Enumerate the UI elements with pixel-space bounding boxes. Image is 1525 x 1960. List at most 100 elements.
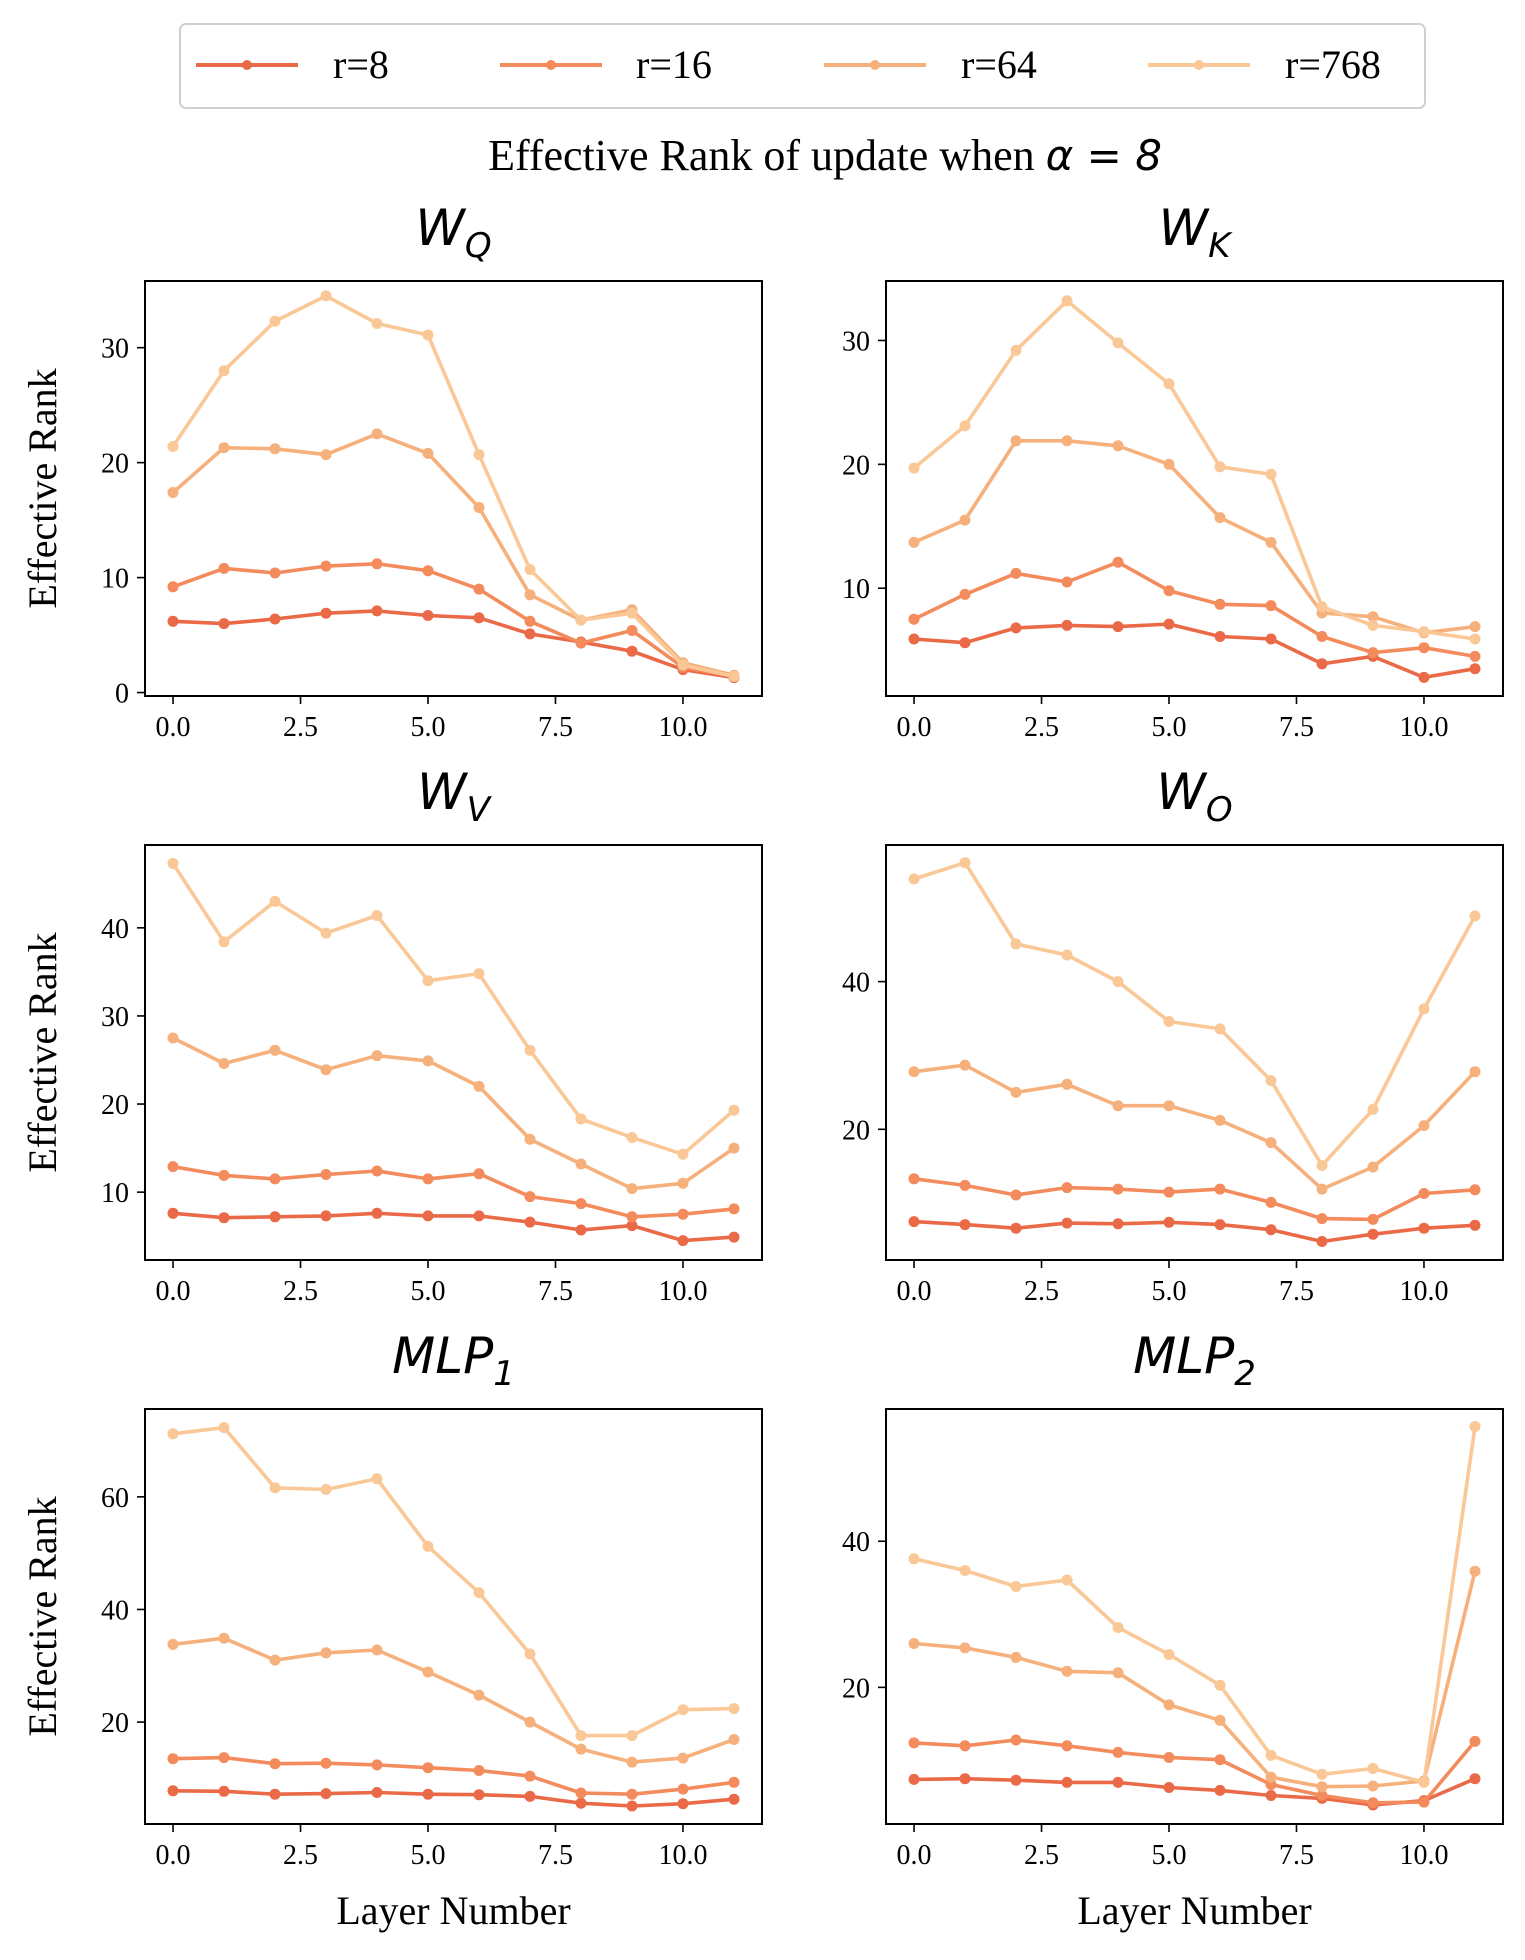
legend-marker-r8 — [242, 60, 252, 70]
panel-mlp-1-series-r-768-point — [626, 1730, 638, 1742]
panel-mlp-1-title-sub: 1 — [493, 1354, 515, 1394]
panel-mlp-1-series-r-64-point — [626, 1756, 638, 1768]
panel-mlp-1-series-r-16-line — [171, 1755, 736, 1796]
panel-w-o-series-r-16 — [908, 1173, 1481, 1225]
panel-mlp-2-series-r-768-point — [1316, 1768, 1328, 1780]
panel-w-k-series-r-64-point — [908, 536, 920, 548]
panel-w-o-title: WO — [1156, 763, 1232, 830]
figure-title-text: Effective Rank of update when — [488, 131, 1046, 180]
panel-mlp-2-ytick-label: 20 — [842, 1673, 870, 1704]
panel-w-k-series-r-768-point — [1367, 619, 1379, 631]
panel-mlp-1-ytick-label: 60 — [101, 1483, 129, 1514]
panel-mlp-1-series-r-8-point — [677, 1798, 689, 1810]
panel-mlp-2-series-r-768-point — [1061, 1574, 1073, 1586]
panel-w-q-series-r-64-point — [524, 589, 536, 601]
panel-w-v-title: WV — [417, 763, 492, 830]
panel-w-k-ytick-label: 30 — [842, 326, 870, 357]
panel-w-k-series-r-64-point — [1367, 611, 1379, 623]
panel-w-v-series-r-64-point — [371, 1050, 383, 1062]
panel-mlp-2-series-r-16-line — [912, 1738, 1477, 1805]
panel-mlp-2-series-r-8-point — [959, 1773, 971, 1785]
panel-w-o-series-r-8-line — [912, 1219, 1477, 1244]
panel-w-q-ytick-label: 0 — [115, 679, 129, 710]
panel-w-v-series-r-64-point — [269, 1044, 281, 1056]
panel-w-v-series-r-16-point — [626, 1211, 638, 1223]
panel-mlp-2-series-r-64-point — [1010, 1651, 1022, 1663]
panel-mlp-1-series-r-8-point — [371, 1787, 383, 1798]
panel-w-k-series-r-768-point — [1265, 468, 1277, 480]
panel-w-q-series-r-768-point — [626, 607, 638, 619]
panel-mlp-1-series-r-8-point — [167, 1785, 179, 1797]
panel-mlp-1-series-r-8-point — [626, 1800, 638, 1812]
panel-w-k-series-r-768-point — [1163, 378, 1175, 390]
panel-mlp-2: MLP2 0.0 2.5 5.0 7.5 10.0 20 40 Layer Number — [842, 1327, 1504, 1933]
panel-w-q-series-r-8-point — [473, 612, 485, 624]
panel-w-o-series-r-16-point — [1061, 1182, 1073, 1194]
panel-w-q-xtick-label: 10.0 — [658, 712, 707, 743]
panel-mlp-1-series-r-64-point — [422, 1666, 434, 1678]
panel-w-v-series-r-8-line — [171, 1211, 736, 1243]
panel-mlp-1-ytick-label: 40 — [101, 1595, 129, 1626]
panel-w-o-series-r-768-point — [908, 873, 920, 885]
panel-mlp-1-series-r-8-point — [320, 1788, 332, 1800]
panel-w-k-series-r-16-point — [1316, 631, 1328, 642]
panel-mlp-2-series-r-16-point — [1061, 1740, 1073, 1752]
panel-w-o-series-r-16-point — [959, 1179, 971, 1191]
panel-mlp-2-series-r-8-point — [1469, 1773, 1481, 1785]
panel-w-q-series-r-16 — [167, 558, 740, 682]
panel-mlp-1-series-r-768-line — [171, 1425, 736, 1738]
panel-w-q-xtick-label: 0.0 — [156, 712, 191, 743]
panel-w-v-series-r-64-point — [728, 1142, 740, 1154]
panel-mlp-2-series-r-768-line — [912, 1424, 1477, 1785]
panel-w-o-series-r-8-point — [1061, 1217, 1073, 1229]
legend-label-r16: r=16 — [636, 42, 712, 87]
panel-w-v-series-r-8-point — [677, 1235, 689, 1247]
panel-w-k-series-r-768-point — [1469, 633, 1481, 645]
panel-w-k-title-base: W — [1159, 199, 1210, 257]
panel-mlp-2-series-r-64-point — [908, 1638, 920, 1649]
panel-w-k-series-r-64-point — [959, 514, 971, 526]
panel-mlp-2-xtick-label: 0.0 — [897, 1840, 932, 1871]
panel-w-v-series-r-8-point — [218, 1212, 230, 1224]
panel-w-v-series-r-16-point — [524, 1191, 536, 1203]
panel-w-o-series-r-768-point — [1418, 1003, 1430, 1015]
panel-mlp-2-series-r-8-point — [1061, 1776, 1073, 1788]
panel-mlp-1-ylabel: Effective Rank — [20, 1496, 65, 1736]
panel-w-k-ytick-label: 10 — [842, 574, 870, 605]
panel-w-o-series-r-16-point — [1367, 1213, 1379, 1225]
panel-w-k-series-r-768-point — [1010, 344, 1022, 356]
panel-mlp-2-axes-frame — [885, 1408, 1504, 1825]
panel-mlp-2-series-r-16-point — [1418, 1796, 1430, 1808]
panel-w-q-series-r-8-point — [167, 615, 179, 627]
panel-w-v-series-r-16-point — [728, 1203, 740, 1215]
panel-mlp-2-series-r-768-point — [1112, 1622, 1124, 1633]
panel-w-q-xtick-label: 7.5 — [538, 712, 573, 743]
panel-w-o-series-r-16-point — [1316, 1213, 1328, 1225]
panel-w-o-xtick-label: 5.0 — [1152, 1276, 1187, 1307]
panel-w-k-title: WK — [1159, 199, 1233, 266]
panel-w-o-series-r-768 — [908, 857, 1481, 1171]
panel-w-q-ytick-label: 10 — [101, 564, 129, 595]
panel-w-o-title-base: W — [1156, 763, 1207, 821]
panel-w-o-series-r-768-point — [959, 857, 971, 869]
panel-w-q-series-r-768 — [167, 290, 740, 682]
panel-w-v-series-r-8-point — [371, 1207, 383, 1219]
panel-w-q-ylabel: Effective Rank — [20, 368, 65, 608]
panel-mlp-2-series-r-8-point — [1163, 1782, 1175, 1793]
panel-w-v-series-r-768-point — [575, 1113, 587, 1125]
panel-w-q-series-r-8-point — [218, 618, 230, 630]
panel-w-q-series-r-64-point — [473, 502, 485, 513]
panel-w-v-series-r-16-line — [171, 1164, 736, 1219]
panel-w-q-series-r-8-point — [524, 628, 536, 640]
panel-w-o-series-r-16-point — [1469, 1184, 1481, 1196]
panel-mlp-1-series-r-768-point — [320, 1484, 332, 1495]
panel-mlp-1-series-r-16-point — [422, 1762, 434, 1774]
panel-mlp-2-series-r-8-point — [1010, 1774, 1022, 1786]
panel-mlp-1-title: MLP1 — [392, 1327, 515, 1394]
panel-w-o-series-r-64-point — [1112, 1100, 1124, 1112]
panel-mlp-1-series-r-64-point — [371, 1644, 383, 1656]
panel-w-q-series-r-16-point — [626, 625, 638, 636]
panel-mlp-2-series-r-768-point — [1163, 1649, 1175, 1660]
